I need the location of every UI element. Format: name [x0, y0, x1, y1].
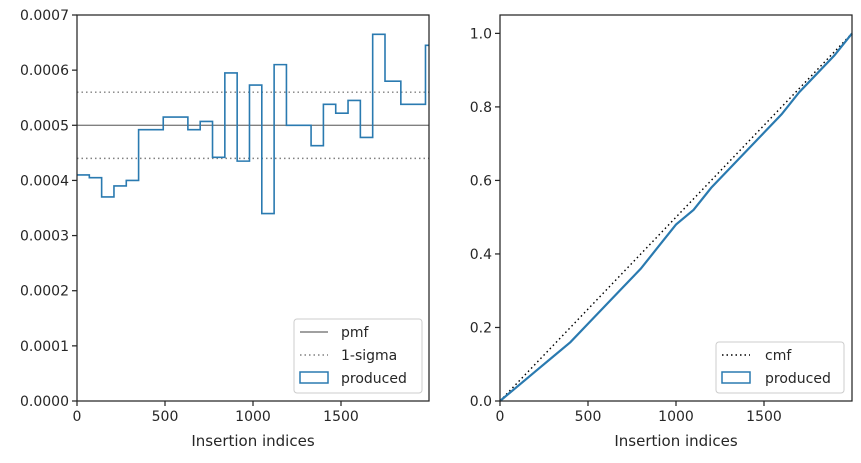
left-x-tick-label: 1000: [235, 409, 271, 425]
right-plot-area: [500, 15, 852, 401]
produced-histogram-step: [77, 33, 429, 215]
left-y-tick-label: 0.0002: [20, 284, 69, 300]
left-y-tick-label: 0.0000: [20, 394, 69, 410]
right-x-tick-label: 500: [575, 409, 602, 425]
left-y-tick-label: 0.0005: [20, 118, 69, 134]
right-x-tick-label: 1000: [658, 409, 694, 425]
left-y-tick-label: 0.0001: [20, 339, 69, 355]
legend-produced-label: produced: [341, 371, 407, 387]
right-y-tick-label: 0.0: [470, 394, 492, 410]
cmf-line: [499, 32, 853, 402]
left-legend: pmf 1-sigma produced: [293, 318, 423, 394]
legend-produced-label-right: produced: [765, 371, 831, 387]
left-y-tick-label: 0.0007: [20, 8, 69, 24]
left-x-axis-label: Insertion indices: [191, 432, 314, 450]
right-x-tick-label: 1500: [746, 409, 782, 425]
legend-sigma-label: 1-sigma: [341, 348, 397, 364]
right-y-tick-label: 0.8: [470, 100, 492, 116]
legend-produced-swatch-right: [721, 371, 751, 384]
right-y-tick-label: 0.6: [470, 173, 492, 189]
left-x-tick-label: 1500: [323, 409, 359, 425]
right-cumulative-panel: 0 500 1000 1500 0.0 0.2 0.4 0.6 0.8 1.0 Insertio…: [470, 14, 853, 450]
left-y-tick-label: 0.0006: [20, 63, 69, 79]
left-x-tick-label: 0: [73, 409, 82, 425]
left-legend-box: [293, 318, 423, 394]
right-x-tick-label: 0: [496, 409, 505, 425]
right-y-tick-label: 1.0: [470, 26, 492, 42]
legend-pmf-label: pmf: [341, 325, 370, 341]
left-y-tick-label: 0.0003: [20, 229, 69, 245]
legend-produced-swatch: [299, 371, 329, 384]
right-legend: cmf produced: [715, 341, 845, 394]
right-y-tick-label: 0.2: [470, 320, 492, 336]
legend-cmf-label: cmf: [765, 348, 792, 364]
left-histogram-panel: 0 500 1000 1500 0.0000 0.0001 0.0002 0.0003 0.0…: [20, 8, 430, 450]
right-x-axis-label: Insertion indices: [614, 432, 737, 450]
right-y-tick-label: 0.4: [470, 247, 492, 263]
left-y-tick-label: 0.0004: [20, 173, 69, 189]
left-x-tick-label: 500: [152, 409, 179, 425]
right-legend-box: [715, 341, 845, 394]
produced-cumulative-line: [499, 32, 853, 402]
